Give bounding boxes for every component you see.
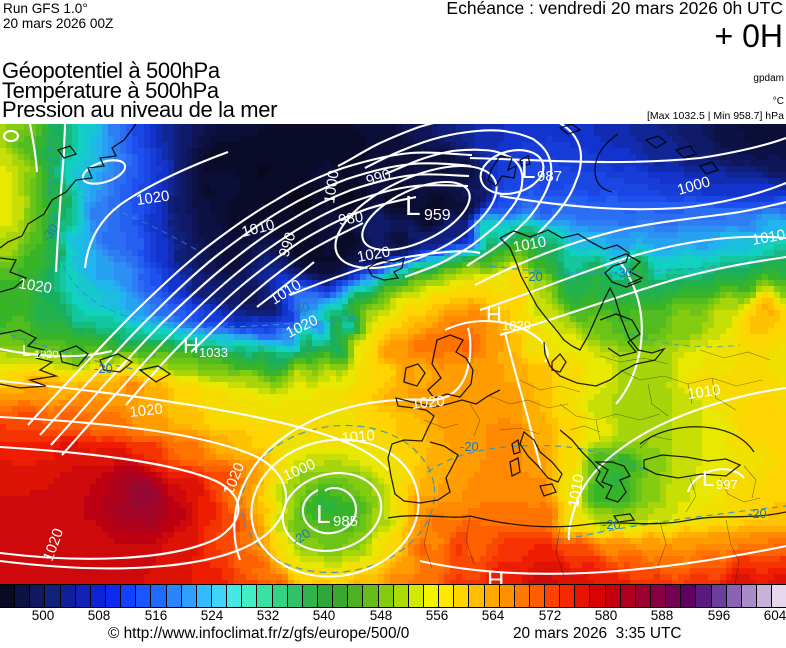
svg-text:-30: -30 — [289, 299, 311, 318]
svg-text:L: L — [521, 154, 535, 184]
svg-text:1020: 1020 — [34, 349, 58, 361]
svg-text:1000: 1000 — [321, 169, 342, 204]
svg-text:1010: 1010 — [686, 381, 721, 402]
svg-text:H: H — [487, 567, 504, 584]
svg-text:1010: 1010 — [565, 473, 588, 509]
svg-text:1010: 1010 — [751, 226, 786, 249]
svg-text:1010: 1010 — [341, 427, 376, 447]
svg-text:985: 985 — [333, 513, 358, 530]
svg-text:990: 990 — [276, 230, 300, 259]
svg-text:1010: 1010 — [512, 233, 548, 256]
svg-text:L: L — [316, 499, 330, 529]
svg-text:1033: 1033 — [199, 345, 228, 360]
svg-text:-20: -20 — [524, 269, 543, 284]
svg-text:1020: 1020 — [356, 243, 392, 266]
svg-text:-20: -20 — [94, 361, 113, 376]
svg-text:1029: 1029 — [502, 318, 531, 333]
svg-text:1020: 1020 — [135, 187, 170, 208]
svg-text:H: H — [486, 302, 502, 327]
svg-text:997: 997 — [716, 477, 738, 492]
svg-text:H: H — [183, 333, 199, 358]
svg-text:959: 959 — [424, 207, 451, 224]
svg-text:-20: -20 — [602, 517, 621, 532]
svg-text:L: L — [702, 466, 714, 491]
svg-text:1020: 1020 — [129, 401, 164, 421]
svg-text:-30: -30 — [614, 265, 633, 280]
svg-text:990: 990 — [364, 166, 393, 190]
svg-text:1020: 1020 — [411, 393, 446, 413]
svg-text:980: 980 — [337, 209, 364, 229]
svg-text:987: 987 — [537, 168, 562, 185]
svg-text:-20: -20 — [460, 439, 479, 454]
svg-text:L: L — [405, 190, 421, 221]
svg-text:-20: -20 — [748, 506, 767, 521]
svg-text:L: L — [22, 343, 31, 360]
svg-text:1020: 1020 — [17, 275, 53, 297]
